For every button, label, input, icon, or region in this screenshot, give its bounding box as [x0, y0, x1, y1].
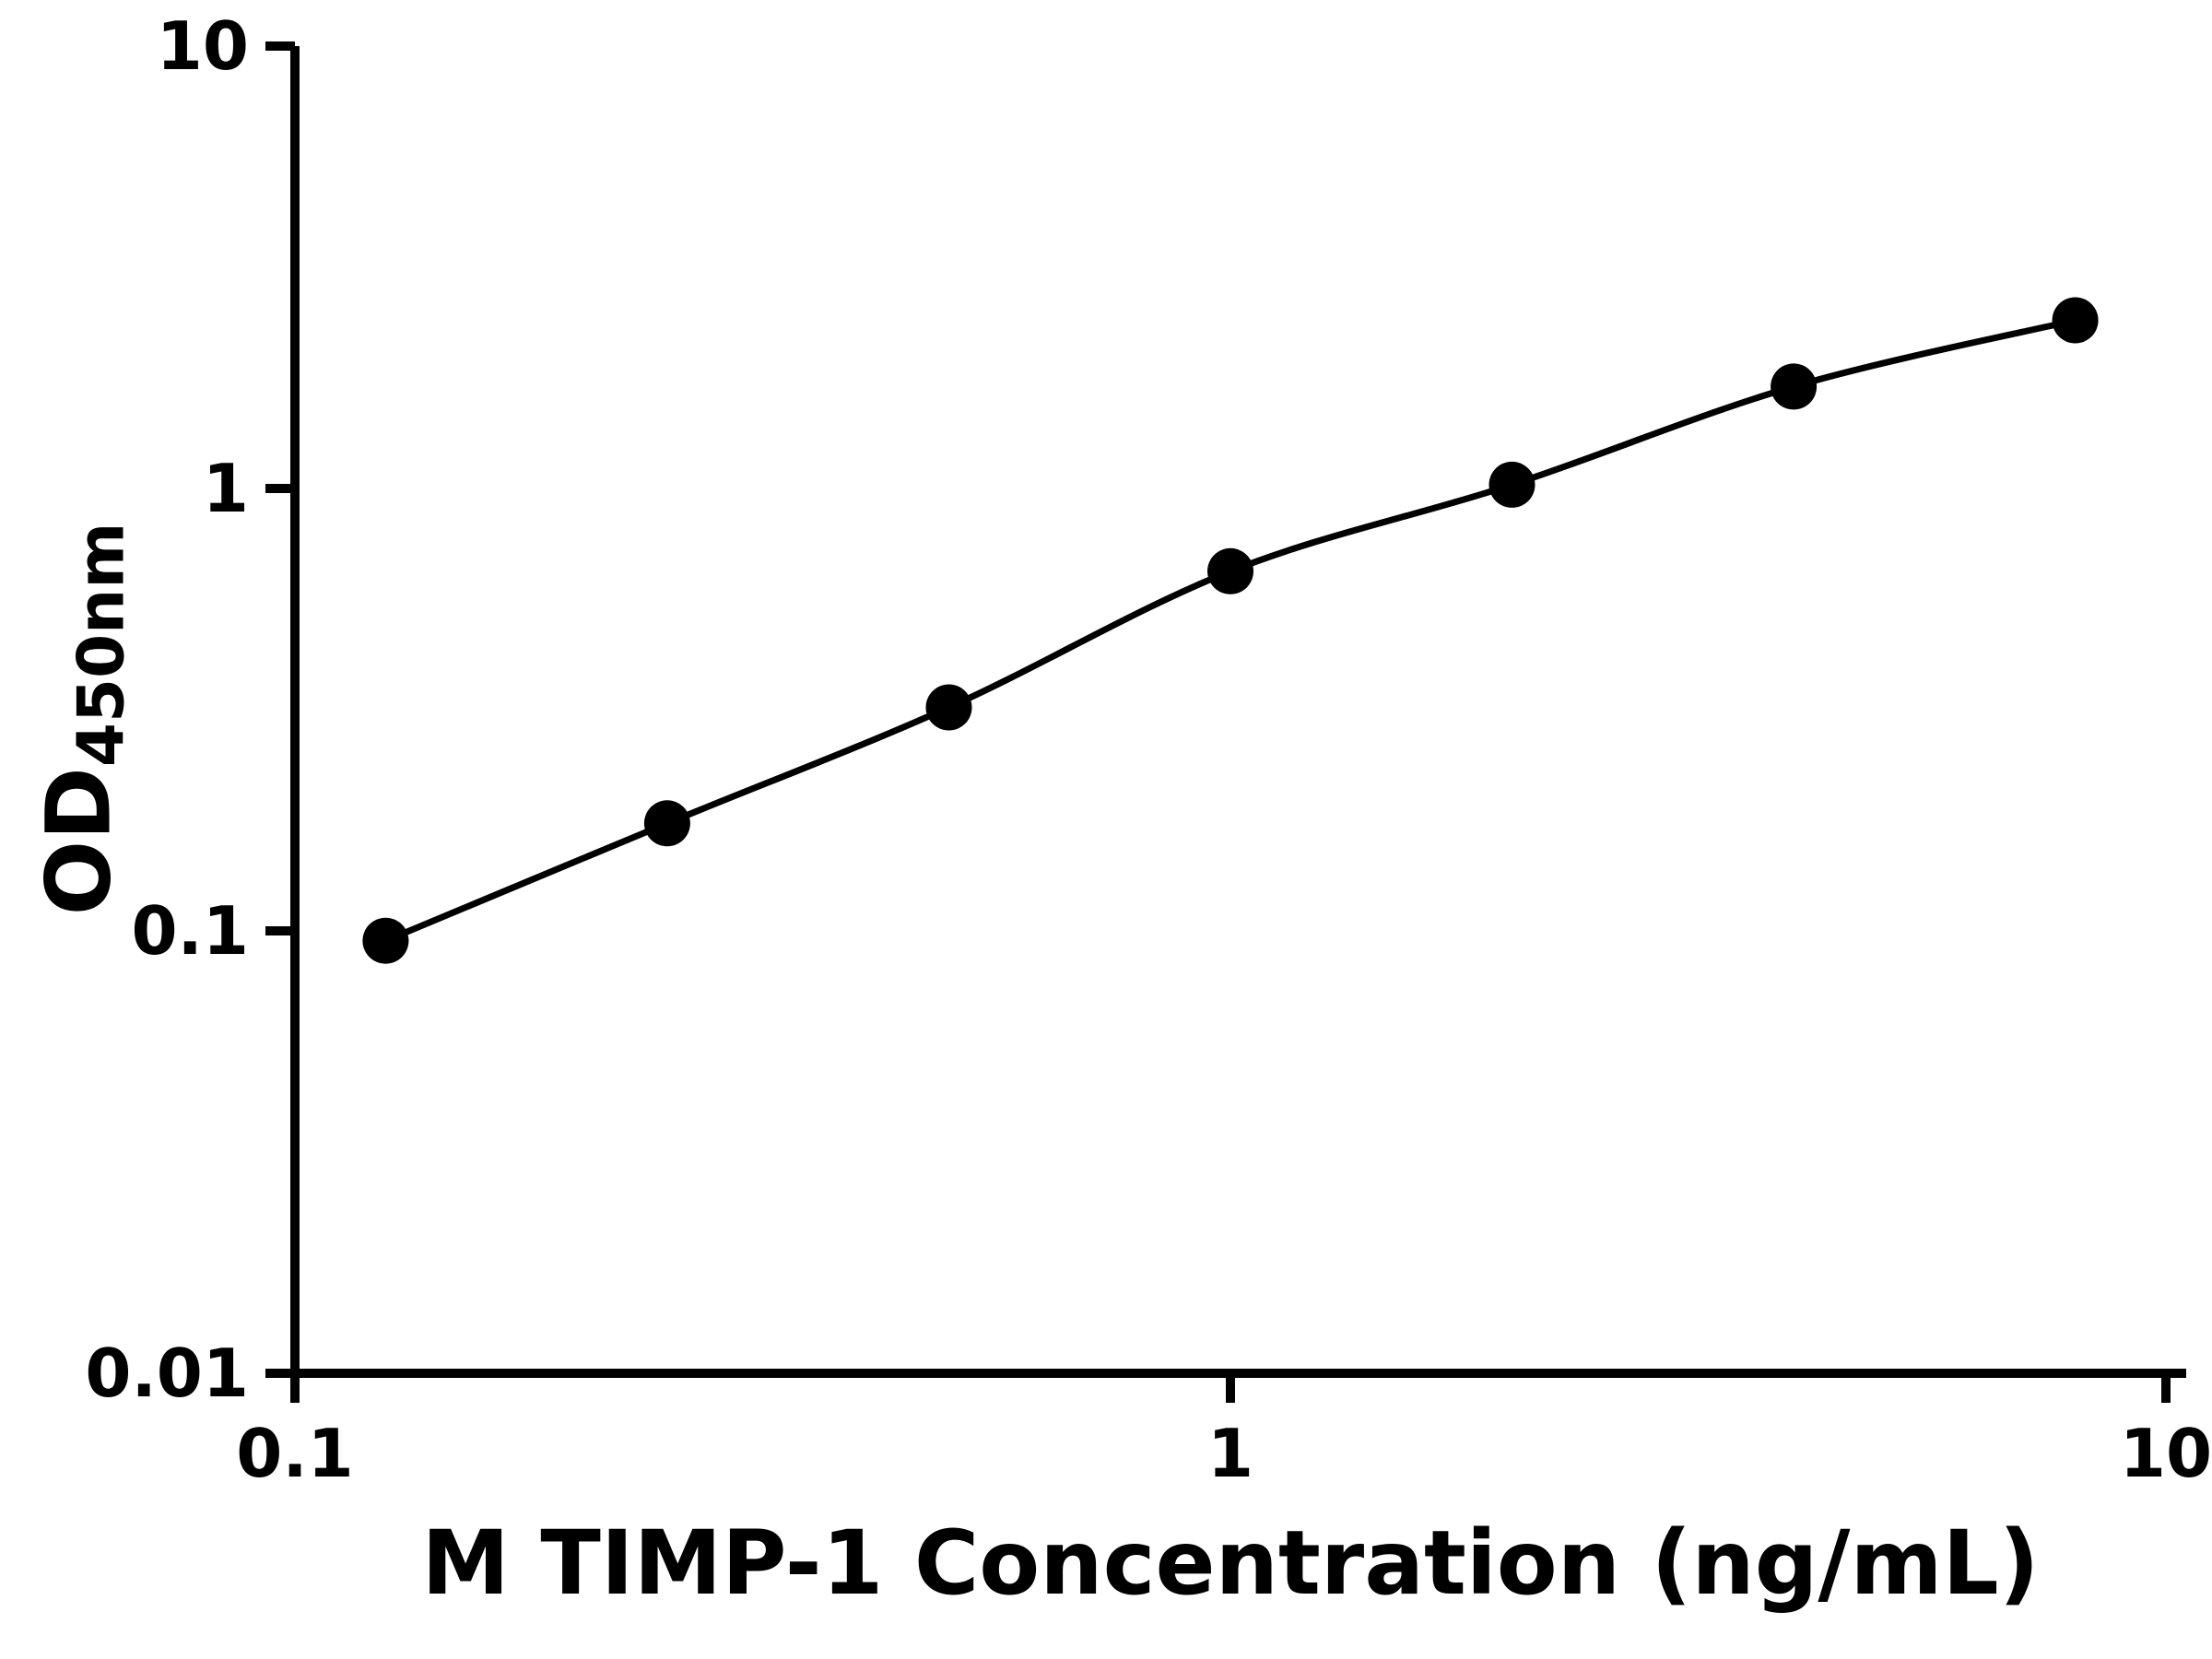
x-tick-label: 10: [2120, 1415, 2212, 1492]
x-tick-label: 0.1: [236, 1415, 354, 1492]
y-tick-label: 0.1: [131, 892, 249, 970]
y-tick-label: 1: [203, 450, 249, 527]
x-tick-label: 1: [1207, 1415, 1253, 1492]
y-axis-title-sub: 450nm: [65, 522, 139, 768]
data-point-marker: [643, 800, 690, 847]
data-point-marker: [1207, 547, 1253, 594]
data-point-marker: [925, 684, 972, 731]
x-axis-title: M TIMP-1 Concentration (ng/mL): [421, 1512, 2040, 1615]
data-point-marker: [2052, 297, 2099, 344]
axes-lines: [290, 46, 2186, 1378]
data-point-marker: [1771, 363, 1818, 410]
data-point-marker: [362, 917, 409, 964]
y-tick-label: 10: [157, 7, 249, 85]
data-point-marker: [1488, 461, 1535, 508]
y-axis-title-main: OD: [27, 767, 131, 916]
y-tick-label: 0.01: [85, 1335, 249, 1412]
standard-curve-line: [384, 317, 2077, 944]
y-axis-title: OD450nm: [27, 523, 138, 916]
